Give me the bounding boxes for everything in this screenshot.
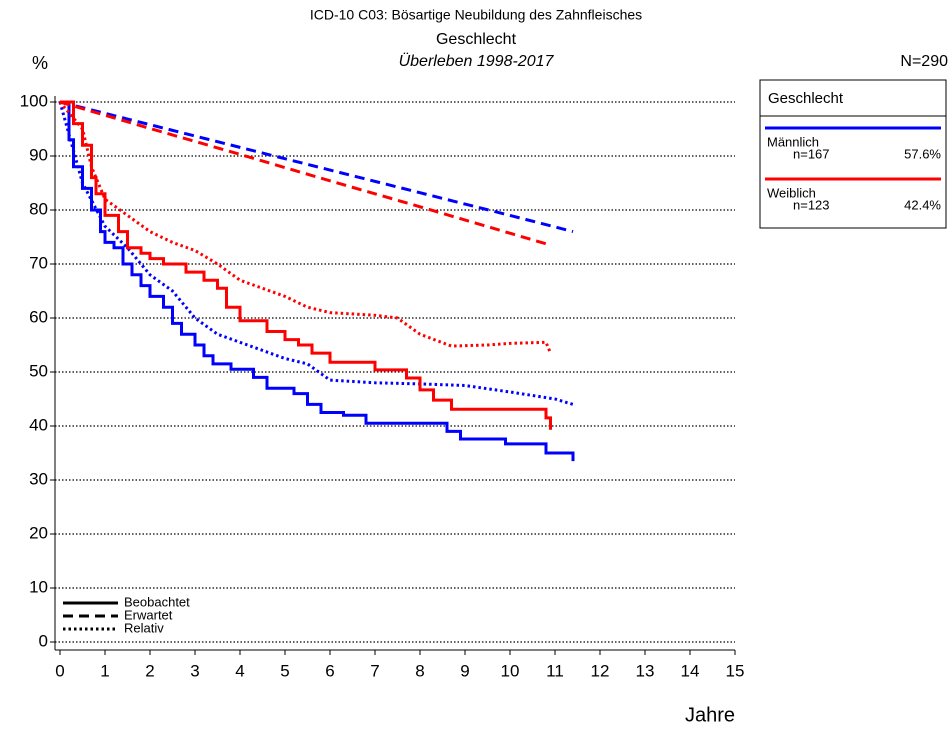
style-label: Beobachtet [124, 594, 190, 609]
x-tick-label: 8 [415, 661, 424, 680]
legend-count: n=167 [793, 146, 830, 161]
chart-subtitle: Geschlecht [436, 31, 517, 48]
legend-title: Geschlecht [768, 90, 844, 107]
x-tick-label: 10 [501, 661, 520, 680]
survival-curve [59, 100, 574, 234]
y-tick-label: 50 [29, 361, 48, 380]
y-tick-label: 20 [29, 523, 48, 542]
chart-title: ICD-10 C03: Bösartige Neubildung des Zah… [310, 7, 642, 23]
survival-curve [58, 101, 552, 354]
survival-curve [58, 101, 574, 406]
y-tick-label: 80 [29, 199, 48, 218]
y-tick-label: 100 [20, 91, 48, 110]
y-tick-label: 0 [39, 631, 48, 650]
x-tick-label: 14 [681, 661, 700, 680]
y-tick-label: 70 [29, 253, 48, 272]
x-tick-label: 4 [235, 661, 244, 680]
x-tick-label: 3 [190, 661, 199, 680]
y-tick-label: 10 [29, 577, 48, 596]
legend-label: Männlich [767, 134, 819, 149]
x-tick-label: 7 [370, 661, 379, 680]
y-tick-label: 40 [29, 415, 48, 434]
y-tick-label: 30 [29, 469, 48, 488]
x-tick-label: 13 [636, 661, 655, 680]
x-tick-label: 2 [145, 661, 154, 680]
chart-subtitle: Überleben 1998-2017 [399, 52, 555, 70]
total-count: N=290 [900, 53, 948, 70]
style-label: Erwartet [124, 607, 173, 622]
legend-label: Weiblich [767, 185, 816, 200]
x-tick-label: 11 [546, 661, 564, 680]
y-tick-label: 60 [29, 307, 48, 326]
x-tick-label: 0 [55, 661, 64, 680]
x-tick-label: 5 [280, 661, 289, 680]
survival-curve [60, 100, 575, 462]
survival-curve [59, 100, 551, 247]
y-tick-label: 90 [29, 145, 48, 164]
style-label: Relativ [124, 620, 164, 635]
survival-curve [60, 100, 552, 430]
x-tick-label: 15 [726, 661, 745, 680]
x-tick-label: 6 [325, 661, 334, 680]
y-axis-label: % [32, 53, 48, 73]
legend-share: 57.6% [904, 146, 941, 161]
x-axis-label: Jahre [685, 704, 735, 726]
legend-box [759, 79, 947, 229]
x-tick-label: 12 [591, 661, 610, 680]
legend-share: 42.4% [904, 197, 941, 212]
x-tick-label: 9 [460, 661, 469, 680]
x-tick-label: 1 [100, 661, 109, 680]
legend-count: n=123 [793, 197, 830, 212]
